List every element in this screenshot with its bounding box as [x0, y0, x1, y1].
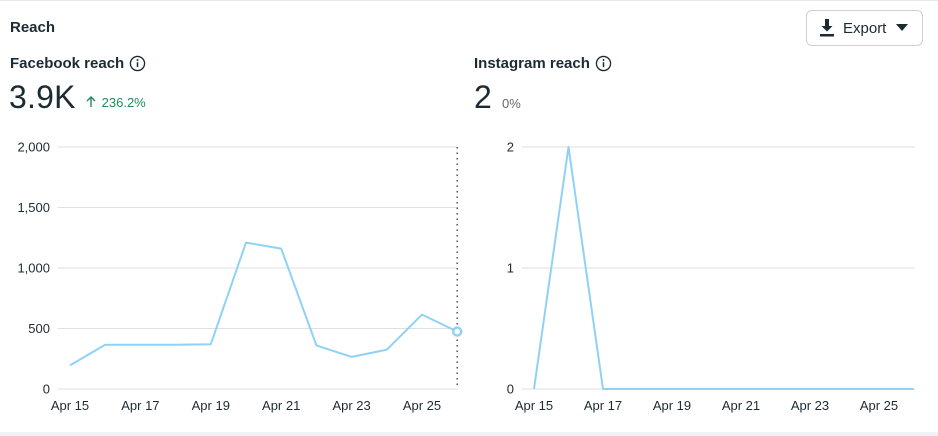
instagram-reach-label: Instagram reach	[474, 55, 590, 72]
fb-y-tick-label: 1,000	[17, 261, 50, 276]
ig-series-line	[533, 146, 914, 390]
instagram-reach-change: 0%	[502, 96, 521, 111]
fb-x-tick-label: Apr 17	[121, 398, 159, 413]
facebook-reach-title: Facebook reach	[10, 55, 146, 72]
fb-x-tick-label: Apr 15	[51, 398, 89, 413]
ig-y-tick-label: 2	[507, 140, 514, 155]
facebook-reach-change-value: 236.2%	[101, 94, 146, 110]
fb-y-tick-label: 1,500	[17, 200, 50, 215]
ig-x-tick-label: Apr 17	[584, 398, 622, 413]
fb-hover-point	[451, 326, 463, 337]
info-icon[interactable]	[595, 55, 612, 72]
export-button[interactable]: Export	[806, 10, 923, 46]
export-label: Export	[843, 19, 887, 37]
facebook-reach-change: 236.2%	[86, 95, 146, 110]
ig-x-tick-label: Apr 21	[722, 398, 760, 413]
ig-x-tick-label: Apr 19	[653, 398, 691, 413]
instagram-reach-value: 2	[474, 79, 492, 115]
ig-x-tick-label: Apr 15	[515, 398, 553, 413]
arrow-up-icon	[86, 96, 96, 107]
fb-x-tick-label: Apr 23	[332, 398, 370, 413]
facebook-reach-value: 3.9K	[9, 79, 76, 115]
fb-series-line	[69, 241, 458, 367]
instagram-reach-title: Instagram reach	[474, 55, 612, 72]
section-title: Reach	[10, 19, 56, 36]
caret-down-icon	[896, 24, 909, 31]
fb-x-tick-label: Apr 21	[262, 398, 300, 413]
fb-y-tick-label: 500	[28, 321, 50, 336]
fb-y-tick-label: 2,000	[17, 140, 50, 155]
instagram-reach-value-row: 2 0%	[474, 79, 521, 116]
info-icon[interactable]	[129, 55, 146, 72]
ig-x-tick-label: Apr 25	[860, 398, 898, 413]
download-icon	[820, 19, 834, 37]
ig-x-tick-label: Apr 23	[791, 398, 829, 413]
ig-y-tick-label: 0	[507, 382, 514, 397]
facebook-reach-label: Facebook reach	[10, 55, 125, 72]
facebook-reach-value-row: 3.9K 236.2%	[9, 79, 146, 116]
fb-x-tick-label: Apr 19	[192, 398, 230, 413]
fb-x-tick-label: Apr 25	[403, 398, 441, 413]
fb-y-tick-label: 0	[43, 382, 50, 397]
ig-y-tick-label: 1	[507, 261, 514, 276]
